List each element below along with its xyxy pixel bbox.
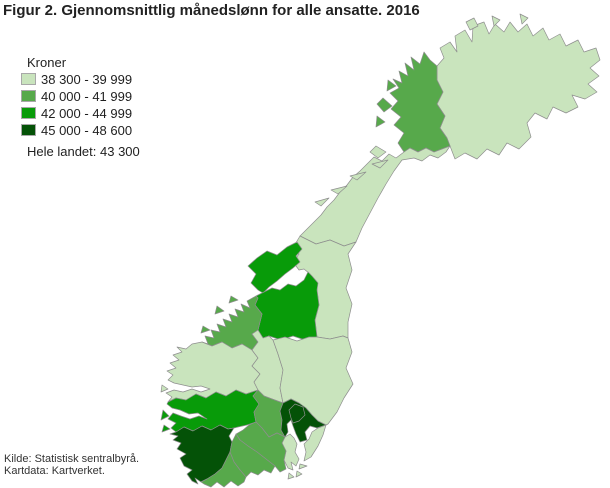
island-finnmark [491, 15, 501, 27]
county-nordland [299, 145, 451, 247]
figure-title: Figur 2. Gjennomsnittlig månedslønn for … [3, 2, 420, 19]
island-nordland-vesteralen [369, 145, 387, 159]
island-vestfold [295, 470, 303, 478]
island-more-og-romsdal [200, 325, 211, 334]
county-finnmark [436, 21, 601, 160]
island-finnmark [465, 17, 479, 31]
county-more-og-romsdal [201, 295, 263, 351]
county-sogn-og-fjordane [165, 341, 261, 403]
county-troms [389, 51, 451, 153]
island-nordland-lofoten [349, 171, 367, 181]
island-finnmark [519, 13, 529, 25]
island-nordland-lofoten [314, 197, 330, 207]
source-line-kartdata: Kartdata: Kartverket. [4, 465, 105, 477]
legend-swatch-class-4 [21, 124, 36, 136]
legend-item-class-1: 38 300 - 39 999 [21, 71, 133, 87]
island-more-og-romsdal [214, 305, 225, 315]
island-hordaland [160, 409, 170, 421]
county-ostfold [303, 424, 327, 462]
legend-swatch-class-1 [21, 73, 36, 85]
legend-label-class-4: 45 000 - 48 600 [41, 122, 133, 138]
island-more-og-romsdal [228, 295, 239, 304]
legend-item-class-4: 45 000 - 48 600 [21, 122, 133, 138]
source-note: Kilde: Statistisk sentralbyrå. Kartdata:… [4, 453, 139, 477]
island-hordaland [161, 424, 171, 433]
legend-title: Kroner [27, 55, 67, 70]
legend-label-class-2: 40 000 - 41 999 [41, 88, 133, 104]
island-troms [386, 79, 397, 92]
island-nordland-lofoten [330, 185, 348, 195]
county-oslo [288, 403, 306, 424]
legend-label-class-3: 42 000 - 44 999 [41, 105, 133, 121]
legend-swatch-class-2 [21, 90, 36, 102]
island-troms [375, 115, 386, 128]
legend-item-class-2: 40 000 - 41 999 [21, 88, 133, 104]
national-average-note: Hele landet: 43 300 [27, 144, 140, 159]
legend-swatch-class-3 [21, 107, 36, 119]
island-troms-senja [376, 97, 393, 113]
county-sor-trondelag-fosen [247, 241, 303, 294]
legend-label-class-1: 38 300 - 39 999 [41, 71, 133, 87]
legend-item-class-3: 42 000 - 44 999 [21, 105, 133, 121]
island-vestfold [287, 472, 295, 480]
island-ostfold [298, 463, 308, 470]
county-vest-agder [200, 451, 247, 488]
island-nordland-lofoten [371, 159, 389, 169]
source-line-kilde: Kilde: Statistisk sentralbyrå. [4, 453, 140, 465]
island-sogn-og-fjordane [160, 384, 169, 393]
